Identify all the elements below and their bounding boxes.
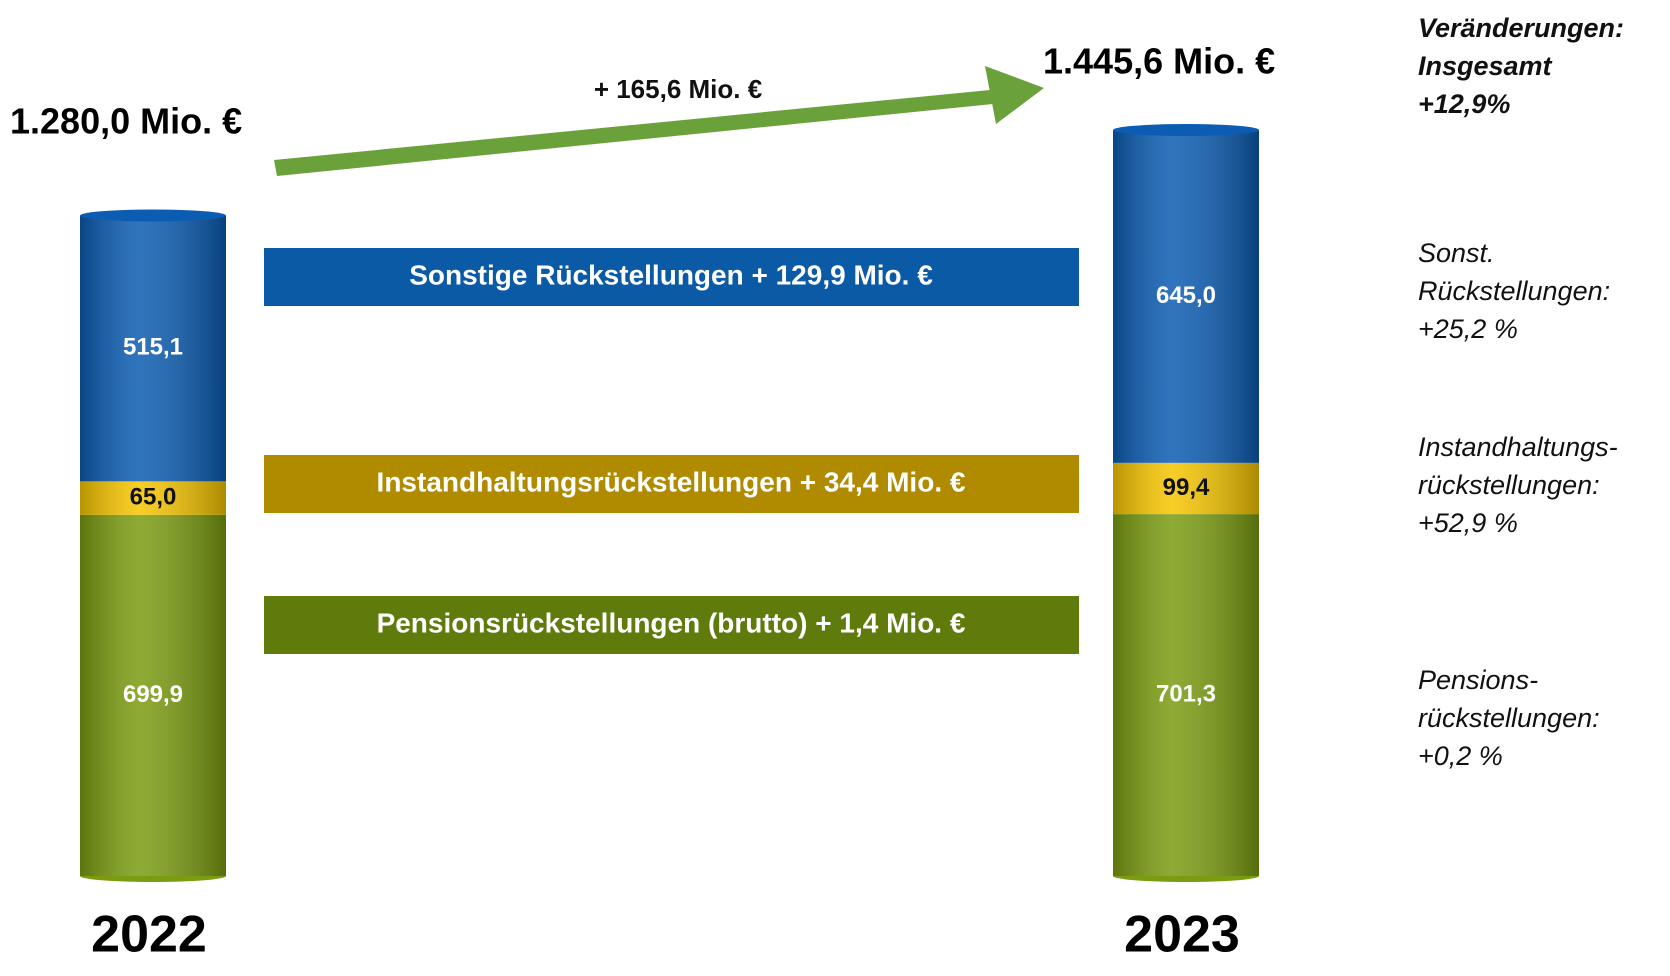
note-line: Instandhaltungs-	[1418, 432, 1618, 462]
cylinder-shade	[80, 481, 226, 515]
change-band	[264, 596, 1079, 654]
change-band	[264, 455, 1079, 513]
note-line: rückstellungen:	[1418, 470, 1600, 500]
note-line: Pensions-	[1418, 665, 1538, 695]
band-label: Sonstige Rückstellungen + 129,9 Mio. €	[409, 259, 933, 290]
value-label: 515,1	[123, 334, 183, 361]
cylinder-shade	[1113, 462, 1259, 515]
value-label: 699,9	[123, 681, 183, 708]
total-label: 1.445,6 Mio. €	[1043, 41, 1275, 82]
note-line: Sonst.	[1418, 238, 1495, 268]
value-label: 645,0	[1156, 282, 1216, 309]
band-label: Instandhaltungsrückstellungen + 34,4 Mio…	[377, 466, 966, 497]
note-line: Rückstellungen:	[1418, 276, 1610, 306]
value-label: 65,0	[130, 483, 177, 510]
cylinder-top	[1113, 124, 1259, 136]
year-label: 2023	[1124, 906, 1240, 964]
value-label: 99,4	[1163, 474, 1210, 501]
change-band	[264, 248, 1079, 306]
change-arrow-head	[985, 66, 1044, 124]
cylinder-shade	[80, 514, 226, 876]
total-label: 1.280,0 Mio. €	[10, 101, 242, 142]
note-line: +52,9 %	[1418, 508, 1518, 538]
cylinder-shade	[80, 215, 226, 482]
change-label: + 165,6 Mio. €	[594, 74, 762, 104]
note-line: +25,2 %	[1418, 314, 1518, 344]
note-line: +0,2 %	[1418, 741, 1503, 771]
band-label: Pensionsrückstellungen (brutto) + 1,4 Mi…	[377, 607, 966, 638]
note-line: rückstellungen:	[1418, 703, 1600, 733]
note-line: +12,9%	[1418, 89, 1510, 119]
cylinder-top	[80, 209, 226, 222]
note-line: Veränderungen:	[1418, 13, 1624, 43]
year-label: 2022	[91, 906, 207, 964]
cylinder-shade	[1113, 514, 1259, 876]
value-label: 701,3	[1156, 680, 1216, 707]
note-line: Insgesamt	[1418, 51, 1553, 81]
change-arrow	[274, 90, 993, 176]
cylinder-shade	[1113, 130, 1259, 463]
